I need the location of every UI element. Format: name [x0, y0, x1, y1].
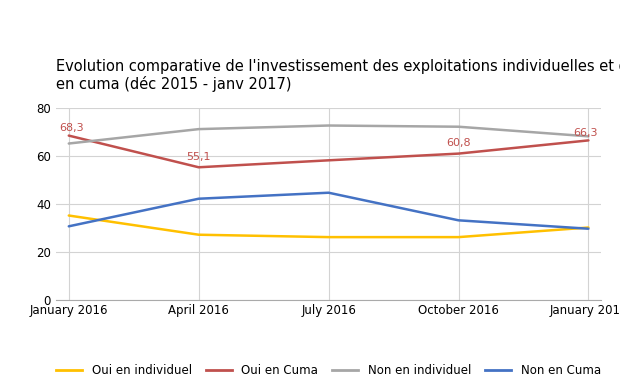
Non en individuel [65, 141, 73, 146]
Non en Cuma [65, 224, 73, 228]
Text: 60,8: 60,8 [446, 138, 471, 148]
Oui en Cuma [195, 165, 202, 170]
Line: Non en Cuma: Non en Cuma [69, 193, 588, 229]
Oui en individuel [325, 235, 332, 240]
Non en Cuma [195, 197, 202, 201]
Oui en individuel [195, 232, 202, 237]
Non en individuel [195, 127, 202, 131]
Line: Non en individuel: Non en individuel [69, 126, 588, 144]
Line: Oui en Cuma: Oui en Cuma [69, 136, 588, 167]
Oui en individuel [65, 213, 73, 218]
Oui en Cuma [455, 151, 463, 156]
Non en Cuma [585, 227, 592, 231]
Oui en Cuma [585, 138, 592, 143]
Legend: Oui en individuel, Oui en Cuma, Non en individuel, Non en Cuma: Oui en individuel, Oui en Cuma, Non en i… [51, 359, 606, 382]
Text: Evolution comparative de l'investissement des exploitations individuelles et des: Evolution comparative de l'investissemen… [56, 58, 620, 92]
Non en individuel [455, 124, 463, 129]
Text: 68,3: 68,3 [60, 123, 84, 133]
Non en Cuma [455, 218, 463, 223]
Text: 55,1: 55,1 [187, 152, 211, 162]
Line: Oui en individuel: Oui en individuel [69, 215, 588, 237]
Non en Cuma [325, 190, 332, 195]
Oui en individuel [585, 225, 592, 230]
Oui en Cuma [325, 158, 332, 163]
Oui en individuel [455, 235, 463, 240]
Non en individuel [585, 134, 592, 139]
Non en individuel [325, 123, 332, 128]
Oui en Cuma [65, 133, 73, 138]
Text: 66,3: 66,3 [574, 127, 598, 137]
